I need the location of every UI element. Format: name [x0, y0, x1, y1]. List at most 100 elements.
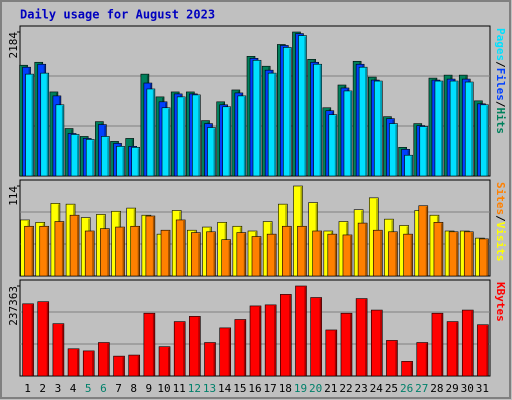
bar-shade: [410, 362, 413, 376]
legend-separator: /: [494, 215, 507, 222]
bar: [358, 66, 368, 177]
bar-shade: [486, 325, 488, 376]
bar-shade: [61, 105, 64, 176]
bar-shade: [213, 232, 216, 276]
bar: [234, 319, 247, 377]
legend-separator: /: [494, 61, 507, 68]
x-tick-label: 10: [157, 382, 170, 395]
bar: [370, 309, 383, 377]
y-tick-label: 237363: [7, 286, 20, 326]
bar-shade: [92, 140, 94, 176]
bar: [128, 354, 141, 377]
bar: [52, 323, 65, 377]
bar-shade: [289, 295, 291, 376]
bar: [101, 136, 110, 177]
bar: [283, 47, 292, 177]
bar: [449, 80, 459, 177]
bar: [282, 225, 292, 277]
bar: [446, 321, 459, 377]
bar: [236, 232, 247, 277]
bar: [431, 312, 444, 377]
y-tick-label: 2184: [7, 32, 20, 59]
bar: [175, 219, 186, 277]
bar: [249, 305, 262, 377]
x-tick-label: 4: [70, 382, 77, 395]
bar: [404, 154, 413, 177]
bar-shade: [259, 237, 261, 276]
bar: [403, 233, 413, 277]
bar: [312, 230, 322, 277]
bar: [325, 329, 338, 377]
x-tick-label: 22: [339, 382, 352, 395]
bar-shade: [183, 322, 185, 376]
bar-shade: [259, 61, 261, 176]
x-tick-label: 15: [233, 382, 246, 395]
bar: [192, 94, 201, 177]
x-tick-label: 30: [461, 382, 474, 395]
bar: [418, 205, 429, 277]
bar-shade: [349, 91, 352, 176]
bar: [40, 72, 50, 177]
bar-shade: [425, 206, 428, 276]
x-tick-label: 31: [476, 382, 489, 395]
bar-shade: [61, 324, 64, 376]
bar: [297, 225, 307, 277]
bar-shade: [46, 302, 49, 376]
bar: [477, 324, 489, 377]
bar-shade: [380, 311, 382, 376]
bar: [69, 214, 80, 277]
bar: [448, 231, 459, 277]
bar: [251, 236, 262, 277]
bar: [222, 106, 231, 177]
bar-shade: [349, 314, 352, 376]
x-tick-label: 3: [55, 382, 62, 395]
bar: [340, 312, 353, 377]
legend: KBytes: [494, 282, 507, 322]
bar-shade: [471, 232, 473, 276]
bar-shade: [228, 107, 231, 176]
bar: [115, 226, 125, 277]
bar: [386, 340, 398, 377]
bar: [434, 80, 444, 177]
bar: [252, 59, 262, 177]
bar-shade: [365, 299, 367, 376]
bar: [280, 294, 292, 377]
bar: [130, 225, 141, 277]
bar-shade: [456, 232, 458, 276]
bar: [327, 233, 338, 277]
bar-shade: [152, 217, 155, 276]
bar-shade: [122, 357, 125, 376]
bar: [463, 231, 474, 277]
bar: [419, 126, 429, 177]
bar-shade: [31, 304, 34, 376]
x-tick-label: 2: [39, 382, 46, 395]
bar: [143, 312, 156, 377]
x-tick-label: 5: [85, 382, 92, 395]
bar: [343, 90, 353, 177]
bar: [433, 222, 444, 277]
bar-shade: [137, 356, 140, 376]
bar-shade: [440, 223, 443, 276]
bar-shade: [213, 343, 216, 376]
bar-shade: [107, 229, 109, 276]
bar-shade: [440, 314, 443, 376]
bar-shade: [274, 235, 276, 276]
bar: [113, 355, 125, 377]
x-tick-label: 24: [370, 382, 384, 395]
bar: [310, 297, 322, 377]
x-tick-label: 21: [324, 382, 337, 395]
bar-shade: [334, 235, 337, 276]
bar-shade: [183, 97, 185, 176]
bar: [191, 232, 201, 277]
bar-shade: [365, 68, 367, 176]
bar: [221, 239, 231, 277]
bar-shade: [61, 222, 64, 276]
bar: [100, 228, 110, 277]
bar: [313, 63, 322, 177]
bar-shade: [92, 232, 94, 276]
x-tick-label: 7: [115, 382, 122, 395]
x-tick-label: 28: [430, 382, 443, 395]
bar-shade: [107, 137, 109, 176]
bar-shade: [319, 298, 322, 376]
